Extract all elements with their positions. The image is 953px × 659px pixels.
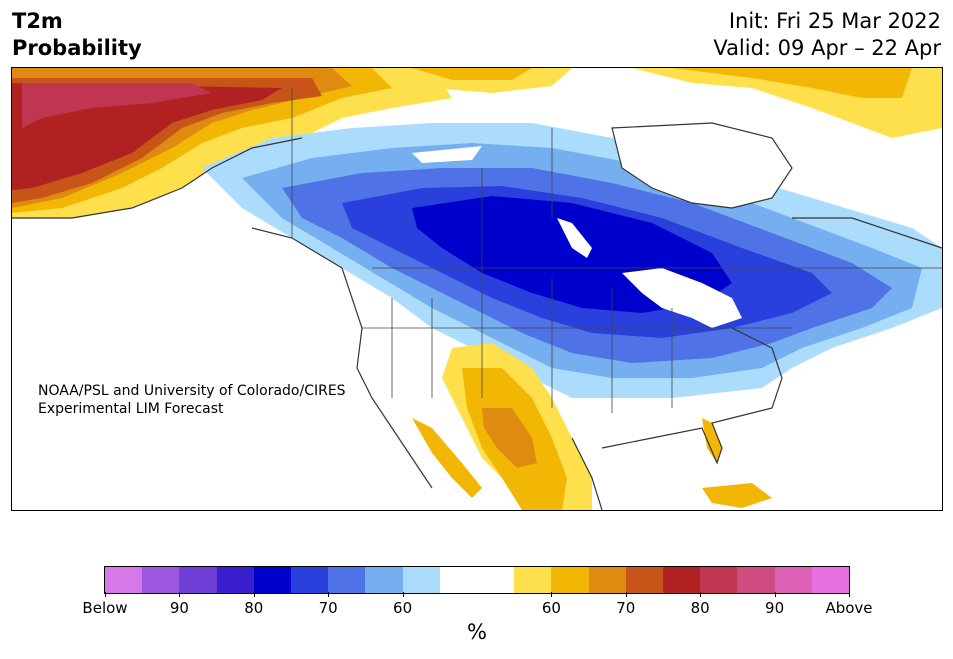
lake-winnipeg	[557, 218, 592, 258]
colorbar-segment	[663, 567, 701, 593]
init-date: Init: Fri 25 Mar 2022	[728, 9, 941, 33]
colorbar-unit: %	[467, 620, 487, 644]
colorbar-tick	[849, 592, 850, 597]
alaska-warm-region-6	[22, 83, 212, 128]
colorbar-segment	[551, 567, 589, 593]
colorbar-segment	[477, 567, 515, 593]
colorbar-label: 90	[765, 599, 785, 617]
colorbar-tick	[774, 592, 776, 597]
arctic-warm-region-2	[672, 68, 912, 98]
colorbar-label: 60	[541, 599, 561, 617]
colorbar-segment	[625, 567, 664, 593]
colorbar-segment	[365, 567, 403, 593]
great-lakes	[622, 268, 742, 328]
arctic-warm-region-4	[412, 68, 532, 80]
colorbar-label: 70	[616, 599, 636, 617]
map-title: T2m Probability	[12, 8, 142, 62]
colorbar-label: Above	[825, 599, 873, 617]
coastlines	[12, 122, 942, 510]
florida-warm-region	[702, 418, 722, 463]
colorbar-tick	[253, 592, 255, 597]
colorbar-label: 80	[244, 599, 264, 617]
map-panel	[11, 67, 943, 511]
northern-lakes	[412, 146, 482, 163]
colorbar-segment	[774, 567, 812, 593]
hudson-bay	[612, 123, 792, 208]
colorbar-segment	[737, 567, 775, 593]
credit-line-2: Experimental LIM Forecast	[38, 401, 224, 417]
colorbar-segment	[700, 567, 738, 593]
colorbar-tick	[625, 592, 627, 597]
caribbean-warm-region	[702, 483, 772, 508]
state-borders	[291, 88, 942, 413]
colorbar-tick	[551, 592, 553, 597]
colorbar-segment	[588, 567, 626, 593]
colorbar-tick	[328, 592, 330, 597]
colorbar-label: 70	[318, 599, 338, 617]
colorbar-label: 60	[393, 599, 413, 617]
colorbar-label: 80	[690, 599, 710, 617]
colorbar-segment	[514, 567, 552, 593]
colorbar-label: Below	[82, 599, 128, 617]
probability-map	[12, 68, 942, 510]
colorbar-label: 90	[169, 599, 189, 617]
colorbar-segment	[253, 567, 292, 593]
colorbar-segment	[142, 567, 180, 593]
colorbar-segment	[179, 567, 217, 593]
colorbar-tick	[179, 592, 181, 597]
title-line-1: T2m	[12, 9, 63, 33]
colorbar-segment	[328, 567, 366, 593]
mexico-warm-region-3	[482, 408, 537, 468]
colorbar-segment	[402, 567, 440, 593]
colorbar-tick	[402, 592, 404, 597]
baja-warm-region	[412, 418, 482, 498]
colorbar-segment	[216, 567, 254, 593]
colorbar-segment	[811, 567, 850, 593]
colorbar	[104, 566, 850, 594]
valid-range: Valid: 09 Apr – 22 Apr	[713, 36, 941, 60]
colorbar-tick	[105, 592, 106, 597]
colorbar-segment	[291, 567, 329, 593]
colorbar-segment	[439, 567, 478, 593]
title-line-2: Probability	[12, 36, 142, 60]
colorbar-segment	[105, 567, 143, 593]
map-credit: NOAA/PSL and University of Colorado/CIRE…	[38, 382, 346, 418]
credit-line-1: NOAA/PSL and University of Colorado/CIRE…	[38, 383, 346, 399]
colorbar-tick	[700, 592, 702, 597]
forecast-dates: Init: Fri 25 Mar 2022 Valid: 09 Apr – 22…	[713, 8, 941, 62]
